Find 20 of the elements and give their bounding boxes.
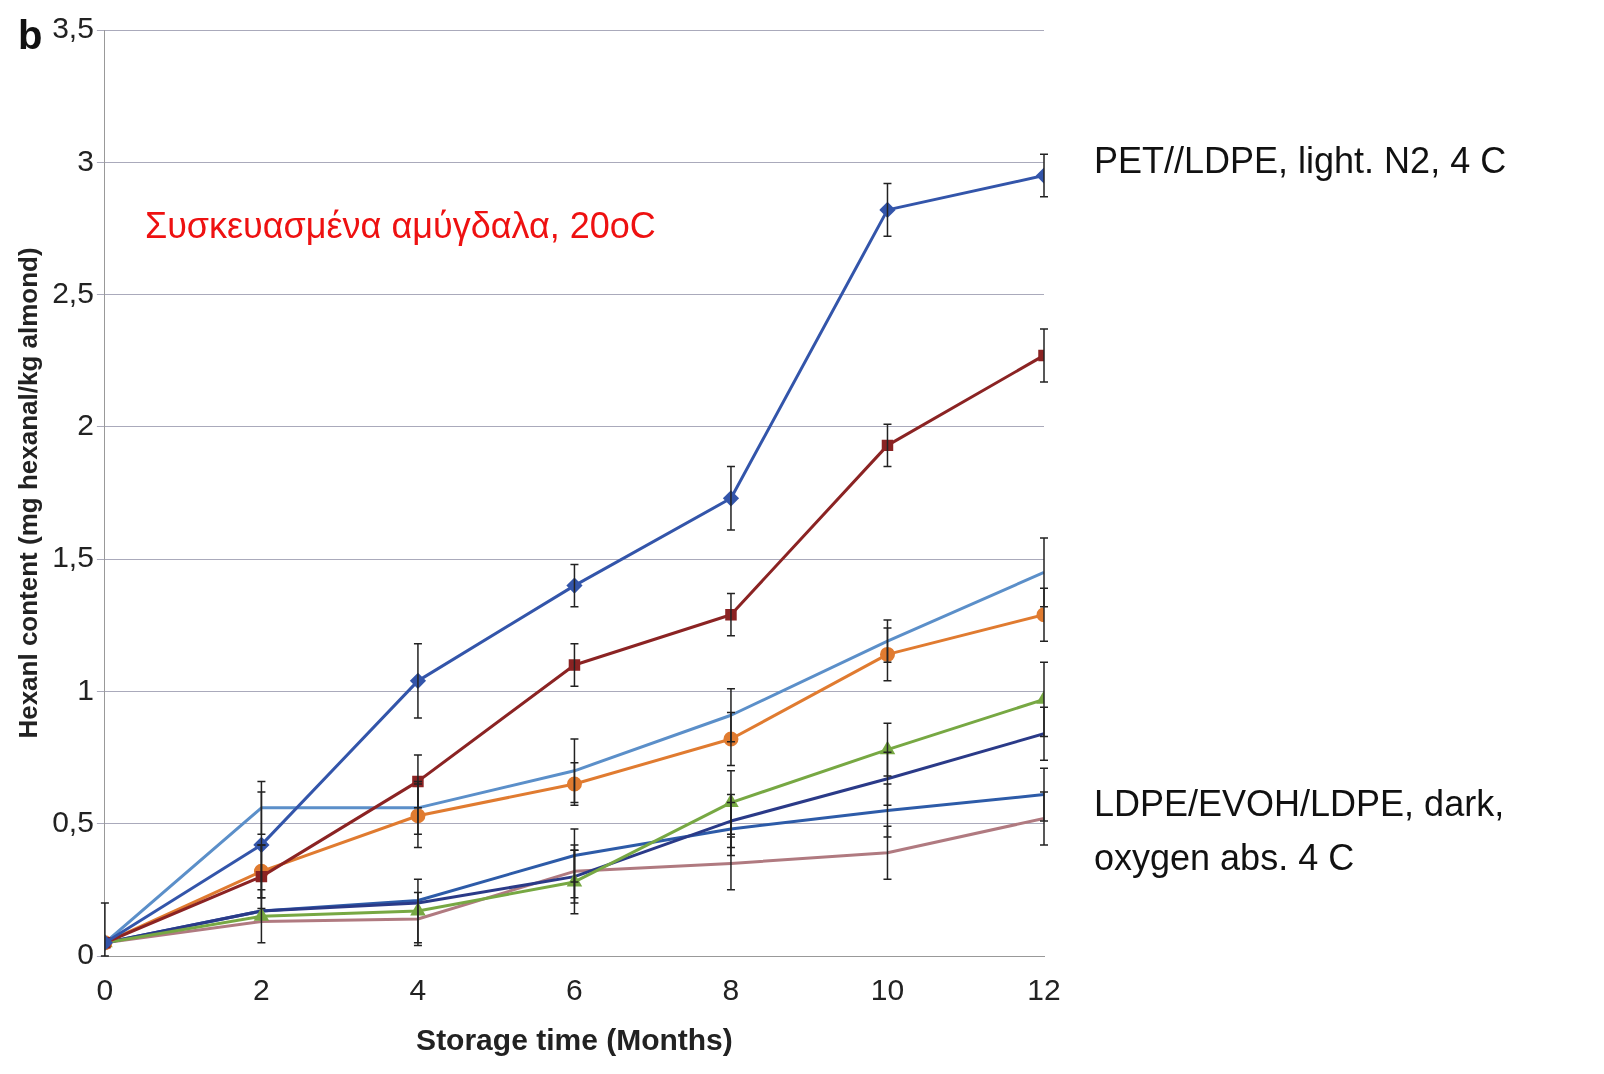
series-label: LDPE/EVOH/LDPE, dark, oxygen abs. 4 C [1094, 783, 1505, 879]
y-tick-label: 3 [77, 143, 94, 177]
y-tick-label: 1 [77, 672, 94, 706]
x-tick-label: 10 [870, 973, 905, 1007]
y-tick-label: 2 [77, 408, 94, 442]
annotation: Συσκευασμένα αμύγδαλα, 20oC [144, 204, 656, 246]
x-axis-title: Storage time (Months) [416, 1023, 733, 1057]
x-tick-label: 6 [566, 973, 583, 1007]
y-tick-label: 0,5 [52, 804, 94, 838]
y-tick-label: 1,5 [52, 540, 94, 574]
y-tick-label: 3,5 [52, 11, 94, 45]
y-tick-label: 2,5 [52, 275, 94, 309]
y-tick-label: 0 [77, 937, 94, 971]
y-axis-title: Hexanl content (mg hexanal/kg almond) [12, 247, 43, 739]
text: b [18, 13, 43, 58]
x-tick-label: 2 [253, 973, 270, 1007]
x-tick-label: 4 [409, 973, 427, 1007]
x-tick-label: 12 [1027, 973, 1061, 1007]
x-tick-label: 8 [722, 973, 740, 1007]
series-label: PET//LDPE, light. N2, 4 C [1094, 140, 1507, 182]
